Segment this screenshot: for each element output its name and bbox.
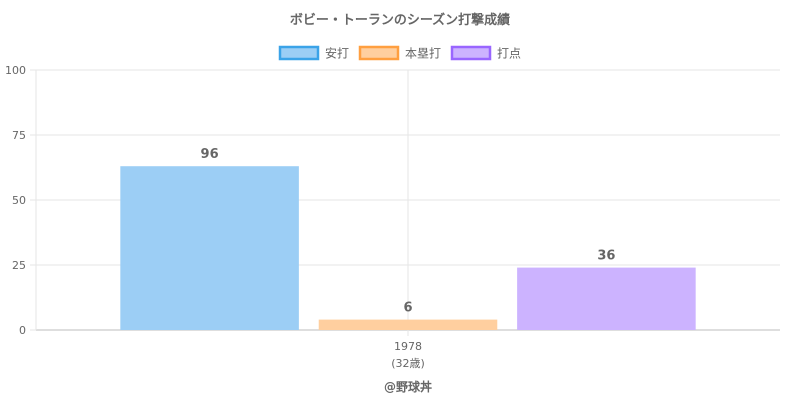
legend-swatch xyxy=(358,45,400,61)
legend-label: 本塁打 xyxy=(405,47,441,61)
data-label: 96 xyxy=(201,147,219,162)
bar-本塁打 xyxy=(318,319,498,330)
legend-swatch xyxy=(278,45,320,61)
chart-title: ボビー・トーランのシーズン打撃成績 xyxy=(290,12,510,28)
y-tick-label: 75 xyxy=(12,129,26,142)
data-labels: 96 6 36 xyxy=(201,147,616,315)
data-label: 6 xyxy=(403,301,412,316)
legend-item: 本塁打 xyxy=(358,45,441,61)
legend-label: 打点 xyxy=(497,47,521,61)
y-tick-label: 0 xyxy=(19,324,26,337)
credit-label: @野球丼 xyxy=(384,379,432,394)
y-tick-label: 25 xyxy=(12,259,26,272)
legend-item: 打点 xyxy=(450,45,521,61)
legend: 安打 本塁打 打点 xyxy=(278,45,521,61)
bar-打点 xyxy=(517,267,696,330)
bar-安打 xyxy=(120,166,299,330)
x-tick-label: 1978 xyxy=(394,340,422,353)
x-axis: 1978 (32歳) xyxy=(391,330,425,370)
y-tick-label: 50 xyxy=(12,194,26,207)
y-axis: 0 25 50 75 100 xyxy=(5,64,37,337)
x-tick-sublabel: (32歳) xyxy=(391,357,425,370)
bars xyxy=(120,166,696,330)
legend-label: 安打 xyxy=(325,46,349,61)
y-tick-label: 100 xyxy=(5,64,26,77)
legend-item: 安打 xyxy=(278,45,349,61)
data-label: 36 xyxy=(597,249,615,264)
legend-swatch xyxy=(450,45,492,61)
